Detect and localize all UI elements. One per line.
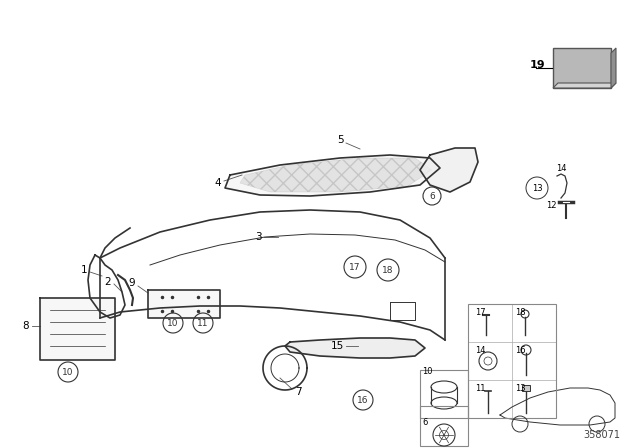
Polygon shape: [285, 338, 425, 358]
Text: 14: 14: [556, 164, 566, 173]
Text: 1: 1: [81, 265, 87, 275]
Bar: [522, 385, 530, 391]
Polygon shape: [611, 48, 616, 88]
Polygon shape: [240, 158, 432, 192]
Text: 10: 10: [62, 367, 74, 376]
Text: 16: 16: [357, 396, 369, 405]
Text: 19: 19: [530, 60, 546, 70]
Text: 16: 16: [515, 346, 525, 355]
Text: 8: 8: [22, 321, 29, 331]
Text: 14: 14: [475, 346, 486, 355]
Text: 6: 6: [422, 418, 428, 427]
Text: 4: 4: [214, 178, 221, 188]
Bar: [420, 406, 468, 446]
Text: 15: 15: [330, 341, 344, 351]
Text: 6: 6: [429, 191, 435, 201]
Text: 3: 3: [255, 232, 261, 242]
Text: 10: 10: [422, 367, 433, 376]
Polygon shape: [420, 148, 478, 192]
Text: 18: 18: [382, 266, 394, 275]
Text: 13: 13: [532, 184, 542, 193]
Text: 18: 18: [515, 308, 525, 317]
Text: 17: 17: [349, 263, 361, 271]
Text: 17: 17: [475, 308, 486, 317]
Text: 2: 2: [105, 277, 111, 287]
Text: 13: 13: [515, 384, 525, 393]
Text: 11: 11: [197, 319, 209, 327]
Text: 9: 9: [129, 278, 135, 288]
Polygon shape: [40, 298, 115, 360]
Bar: [468, 304, 556, 418]
Bar: [420, 370, 468, 418]
Text: 7: 7: [294, 387, 301, 397]
Polygon shape: [148, 290, 220, 318]
Text: 5: 5: [337, 135, 343, 145]
Text: 358071: 358071: [583, 430, 620, 440]
Text: 11: 11: [475, 384, 486, 393]
Bar: [553, 48, 611, 88]
Text: 10: 10: [167, 319, 179, 327]
Text: 12: 12: [546, 201, 556, 210]
Polygon shape: [225, 155, 440, 196]
Polygon shape: [553, 83, 616, 88]
